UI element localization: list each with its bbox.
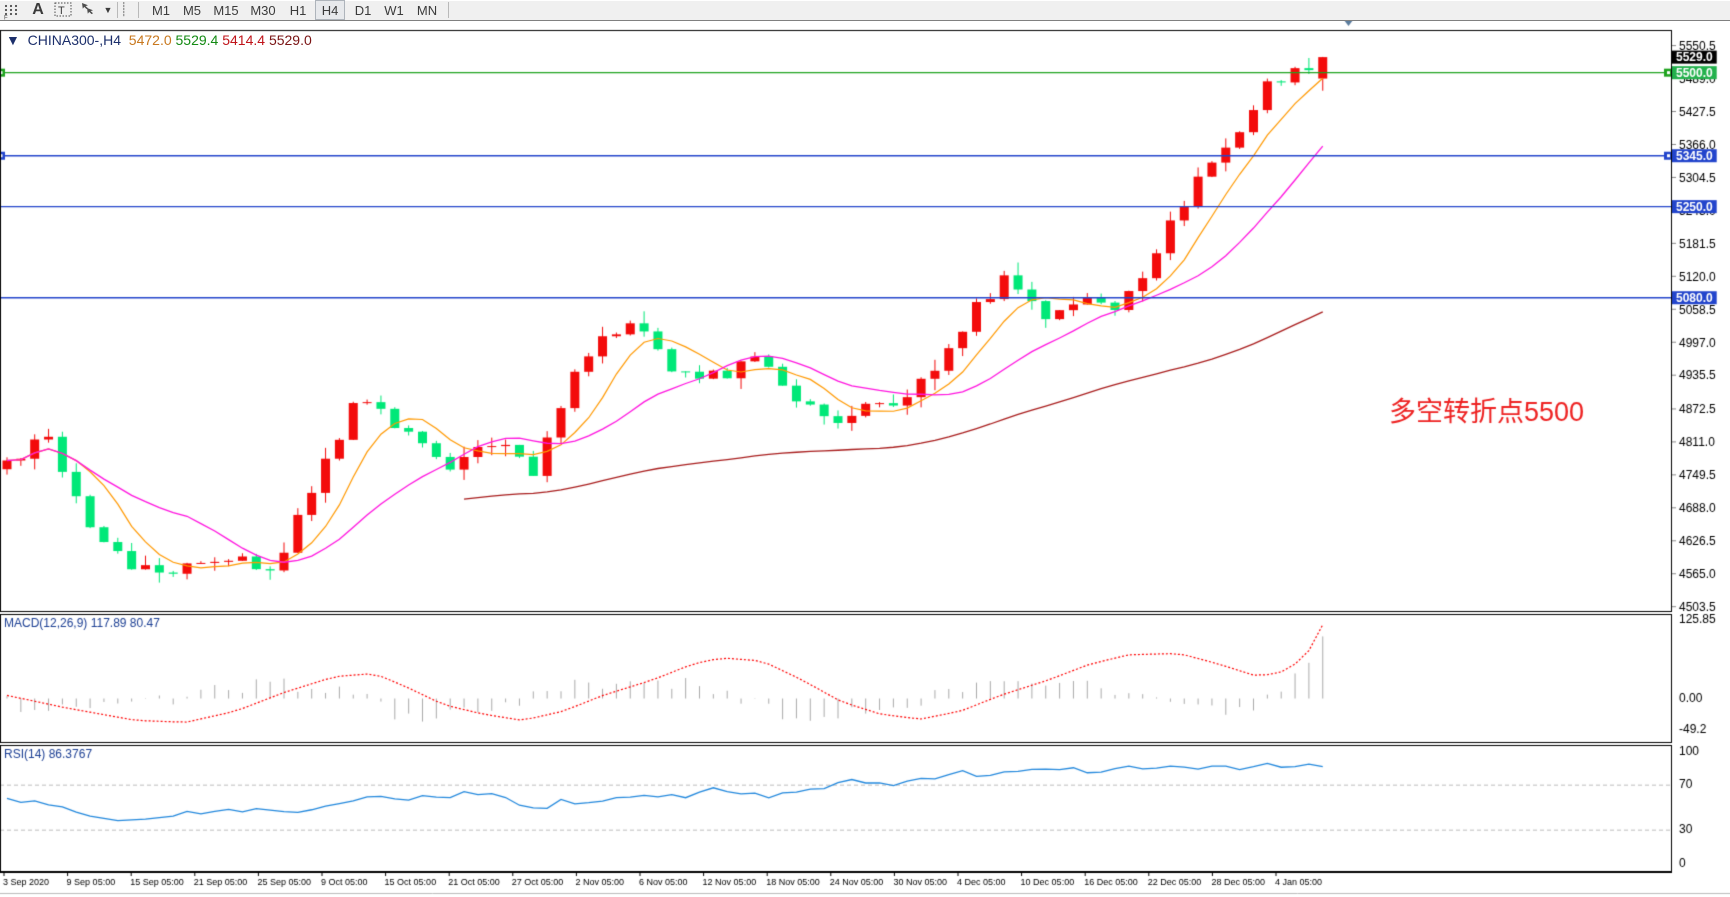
svg-text:F: F: [4, 16, 8, 21]
svg-text:T: T: [58, 5, 65, 17]
